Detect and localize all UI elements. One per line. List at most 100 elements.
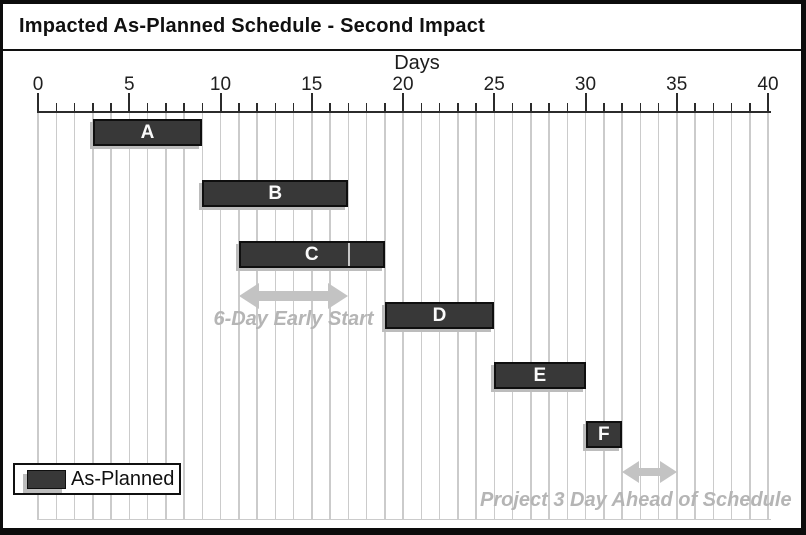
axis-tick-minor xyxy=(712,103,714,112)
axis-tick-label: 25 xyxy=(483,74,505,95)
task-bar-A: A xyxy=(92,119,203,146)
legend-label: As-Planned xyxy=(71,467,175,490)
gridline xyxy=(92,113,94,520)
axis-tick-major xyxy=(128,93,131,112)
gridline xyxy=(694,113,696,520)
arrow-shaft xyxy=(638,468,661,476)
axis-tick-minor xyxy=(530,103,532,112)
axis-tick-minor xyxy=(347,103,349,112)
axis-tick-minor xyxy=(730,103,733,112)
axis-tick-major xyxy=(493,93,496,112)
title-separator xyxy=(0,49,806,51)
axis-tick-minor xyxy=(438,103,441,112)
task-bar-D: D xyxy=(384,302,495,329)
chart-title: Impacted As-Planned Schedule - Second Im… xyxy=(19,15,485,37)
x-axis-line xyxy=(37,111,771,113)
axis-tick-minor xyxy=(73,103,76,112)
gridline xyxy=(566,113,568,520)
legend-swatch xyxy=(27,469,66,489)
axis-tick-minor xyxy=(457,103,459,112)
axis-tick-major xyxy=(584,93,587,112)
axis-tick-minor xyxy=(183,103,185,112)
task-bar-label: F xyxy=(597,423,610,445)
axis-tick-minor xyxy=(165,103,167,112)
task-bar-E: E xyxy=(494,362,586,389)
range-arrow xyxy=(622,461,677,483)
axis-tick-minor xyxy=(292,103,295,112)
axis-tick-minor xyxy=(511,103,514,112)
gridline xyxy=(128,113,130,520)
gridline xyxy=(603,113,605,520)
axis-tick-major xyxy=(219,93,222,112)
legend: As-Planned xyxy=(13,463,181,495)
axis-tick-minor xyxy=(365,103,368,112)
bar-split-divider xyxy=(348,243,351,266)
gridline xyxy=(749,113,751,520)
axis-tick-label: 5 xyxy=(123,74,135,95)
gridline xyxy=(55,113,57,520)
gridline xyxy=(676,113,678,520)
axis-tick-minor xyxy=(384,103,386,112)
gridline xyxy=(347,113,349,520)
gridline xyxy=(274,113,276,520)
gridline xyxy=(165,113,167,520)
gridline xyxy=(256,113,258,520)
axis-tick-minor xyxy=(146,103,149,112)
gridline xyxy=(365,113,368,520)
gridline xyxy=(201,113,203,520)
axis-tick-minor xyxy=(274,103,276,112)
task-bar-label: B xyxy=(268,182,283,204)
axis-tick-minor xyxy=(238,103,240,112)
annotation-label: Project 3 Day Ahead of Schedule xyxy=(480,489,792,511)
axis-tick-label: 30 xyxy=(574,74,597,95)
axis-tick-minor xyxy=(329,103,331,112)
gridline xyxy=(530,113,532,520)
axis-tick-minor xyxy=(55,103,57,112)
gridline xyxy=(511,113,514,520)
arrow-shaft xyxy=(257,291,330,301)
axis-tick-major xyxy=(767,93,769,112)
gridline xyxy=(730,113,733,520)
axis-tick-minor xyxy=(475,103,477,112)
gridline xyxy=(219,113,222,520)
axis-tick-minor xyxy=(92,103,94,112)
axis-tick-major xyxy=(310,93,313,112)
axis-tick-minor xyxy=(657,103,660,112)
axis-tick-major xyxy=(675,93,678,112)
axis-tick-minor xyxy=(694,103,696,112)
axis-tick-minor xyxy=(110,103,112,112)
arrow-right-head-icon xyxy=(328,283,349,309)
axis-tick-minor xyxy=(420,103,422,112)
gridline xyxy=(493,113,495,520)
annotation-label: 6-Day Early Start xyxy=(213,308,374,330)
arrow-right-head-icon xyxy=(659,461,677,483)
task-bar-F: F xyxy=(585,421,622,448)
axis-tick-minor xyxy=(548,103,550,112)
gridline xyxy=(110,113,112,520)
axis-tick-label: 20 xyxy=(392,74,414,95)
gridline xyxy=(767,113,769,520)
gridline xyxy=(621,113,623,520)
task-bar-label: E xyxy=(533,364,547,386)
gridline xyxy=(639,113,641,520)
axis-tick-minor xyxy=(201,103,203,112)
title-bar: Impacted As-Planned Schedule - Second Im… xyxy=(3,4,801,49)
x-axis-title: Days xyxy=(394,52,440,74)
gridline xyxy=(37,113,39,520)
axis-tick-major xyxy=(402,93,404,112)
gridline xyxy=(183,113,185,520)
range-arrow xyxy=(238,283,349,309)
axis-tick-label: 10 xyxy=(209,74,232,95)
axis-tick-label: 0 xyxy=(32,74,44,95)
axis-tick-minor xyxy=(566,103,568,112)
task-bar-label: C xyxy=(304,243,319,265)
axis-tick-minor xyxy=(639,103,641,112)
axis-tick-minor xyxy=(603,103,605,112)
axis-tick-minor xyxy=(749,103,751,112)
axis-tick-label: 40 xyxy=(757,74,779,95)
gridline xyxy=(548,113,550,520)
gridline xyxy=(712,113,714,520)
axis-tick-major xyxy=(37,93,39,112)
task-bar-label: D xyxy=(432,304,447,326)
